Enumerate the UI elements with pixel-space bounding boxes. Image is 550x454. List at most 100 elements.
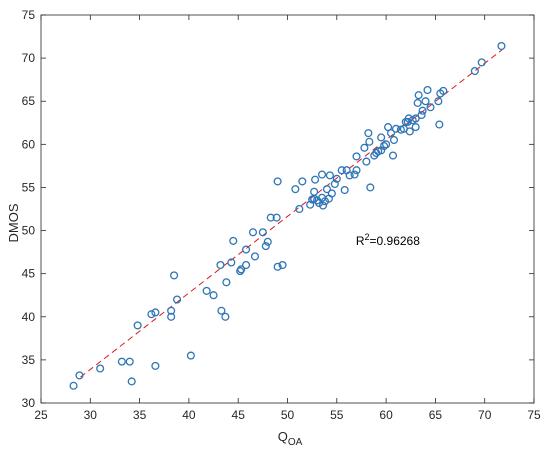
data-point [96, 364, 105, 373]
data-point [242, 260, 251, 270]
data-point [435, 120, 444, 129]
x-tick-label: 75 [527, 408, 541, 422]
y-tick-label: 40 [22, 310, 36, 324]
data-point [414, 91, 423, 100]
data-point [147, 310, 156, 319]
r-squared-annotation: R2=0.96268 [356, 232, 420, 248]
x-tick-label: 60 [379, 408, 393, 422]
y-tick-label: 30 [22, 396, 36, 410]
data-point [125, 357, 134, 366]
data-point [217, 306, 226, 315]
data-point [186, 351, 195, 360]
y-axis-title: DMOS [6, 203, 21, 242]
data-point [278, 260, 287, 270]
data-point [411, 123, 420, 132]
data-point [350, 170, 359, 179]
x-tick-label: 65 [429, 408, 443, 422]
y-tick-label: 70 [22, 51, 36, 65]
data-point [330, 179, 339, 189]
data-point [352, 152, 361, 161]
r-squared-base: R [356, 234, 365, 248]
data-point [322, 185, 331, 194]
data-point [273, 177, 282, 186]
data-point [263, 237, 272, 246]
x-tick-label: 55 [330, 408, 344, 422]
ticks-layer: 25 30 35 40 45 50 55 60 65 70 75303540455055606570… [22, 8, 541, 422]
data-point [317, 170, 327, 179]
data-point [229, 236, 238, 245]
data-point [364, 129, 373, 138]
plot-area-box [40, 14, 535, 404]
data-point [151, 308, 160, 317]
points-layer [69, 41, 506, 390]
data-point [151, 361, 160, 370]
y-tick-label: 35 [22, 353, 36, 367]
data-point [411, 114, 420, 123]
plot-frame [40, 14, 535, 404]
data-point [389, 135, 399, 145]
data-point [380, 142, 389, 151]
data-point [477, 58, 486, 67]
data-point [133, 321, 142, 330]
data-point [391, 124, 401, 133]
data-point [237, 265, 246, 274]
data-point [227, 258, 236, 267]
data-point [167, 312, 176, 321]
x-tick-label: 35 [133, 408, 147, 422]
data-point [261, 242, 270, 251]
data-point [311, 175, 320, 184]
data-point [250, 252, 260, 261]
r-squared-superscript: 2 [364, 232, 369, 242]
x-tick-label: 40 [182, 408, 196, 422]
data-point [69, 381, 78, 390]
data-point [298, 177, 307, 186]
x-axis-title-main: Q [278, 429, 288, 444]
x-axis-title: QOA [278, 429, 303, 448]
data-point [439, 86, 448, 95]
data-point [360, 143, 369, 152]
data-point [318, 201, 328, 210]
data-point [258, 228, 267, 237]
data-point [202, 286, 211, 295]
data-point [273, 262, 282, 271]
data-point [248, 228, 258, 237]
data-point [117, 357, 126, 366]
x-axis-title-subscript: OA [288, 437, 303, 448]
y-tick-label: 55 [22, 180, 36, 194]
data-point [167, 306, 176, 315]
data-point [221, 312, 230, 321]
data-point [325, 171, 334, 180]
y-tick-label: 50 [22, 224, 36, 238]
data-point [327, 189, 336, 198]
data-point [386, 129, 396, 138]
r-squared-value: =0.96268 [370, 234, 421, 248]
data-point [497, 41, 506, 51]
data-point [434, 97, 443, 106]
y-tick-label: 65 [22, 94, 36, 108]
data-point [310, 187, 319, 196]
data-point [75, 371, 84, 380]
data-point [413, 98, 422, 107]
data-point [403, 117, 412, 126]
data-point [340, 185, 349, 195]
data-point [423, 85, 432, 95]
data-point [337, 166, 346, 175]
data-point [366, 183, 375, 192]
data-point [127, 377, 136, 386]
y-tick-label: 60 [22, 137, 36, 151]
data-point [216, 260, 225, 270]
data-point [345, 171, 354, 180]
data-point [426, 103, 435, 112]
data-point [362, 157, 371, 166]
data-point [209, 291, 218, 300]
data-point [382, 140, 391, 149]
data-point [417, 110, 426, 120]
x-tick-label: 70 [478, 408, 492, 422]
data-point [365, 137, 374, 146]
data-point [332, 174, 341, 183]
data-point [170, 271, 179, 280]
y-tick-label: 45 [22, 267, 36, 281]
data-point [377, 133, 386, 142]
data-point [388, 151, 398, 160]
data-point [242, 245, 251, 254]
